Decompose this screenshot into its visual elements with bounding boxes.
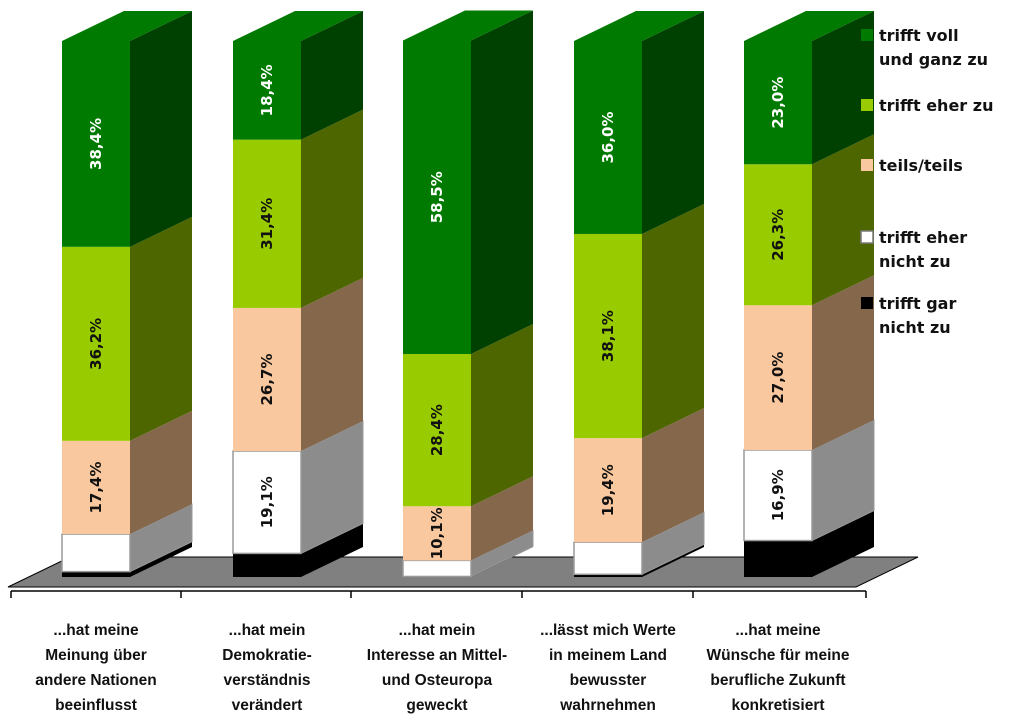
legend-swatch [861,297,873,309]
legend-label: teils/teils [879,156,963,175]
data-label: 28,4% [428,404,446,456]
legend-item: teils/teils [861,156,963,175]
data-label: 26,7% [258,353,276,405]
data-label: 18,4% [258,64,276,116]
data-label: 31,4% [258,198,276,250]
legend: trifft voll und ganz zu trifft eher zu teil… [861,26,993,337]
bar-segment [62,11,192,247]
legend-item: trifft eher nicht zu [861,228,967,271]
data-label: 19,1% [258,476,276,528]
legend-label: trifft gar nicht zu [879,294,956,337]
legend-swatch [861,231,873,243]
bar-segment-side [301,278,363,451]
bar-segment-side [471,324,533,506]
bar-segment [574,204,704,438]
legend-label: trifft voll und ganz zu [879,26,988,69]
bar-segment-side [642,11,704,234]
legend-label: trifft eher nicht zu [879,228,967,271]
data-label: 23,0% [769,77,787,129]
data-label: 19,4% [599,464,617,516]
data-label: 26,3% [769,209,787,261]
bar-segment [403,10,533,354]
data-label: 36,0% [599,111,617,163]
bar-segment-side [301,110,363,308]
bar-segment-side [471,10,533,354]
bar-segment-side [130,11,192,247]
bar-segment-front [574,542,642,574]
data-label: 38,4% [87,118,105,170]
data-label: 17,4% [87,461,105,513]
bar-segment-side [130,217,192,441]
bar-segment-front [233,553,301,577]
bar-segment [62,217,192,441]
bar-segment [574,11,704,234]
bars: 17,4% 36,2% 38,4% 19,1% 26,7% 31,4% 18,4% 10,1%… [62,10,874,577]
data-label: 27,0% [769,352,787,404]
legend-item: trifft eher zu [861,96,993,115]
category-label: ...hat meine Wünsche für meine berufliche … [707,622,850,714]
data-label: 16,9% [769,469,787,521]
legend-swatch [861,29,873,41]
legend-item: trifft gar nicht zu [861,294,956,337]
category-labels: ...hat meine Meinung über andere Nationen b… [35,622,850,714]
legend-item: trifft voll und ganz zu [861,26,988,69]
legend-swatch [861,159,873,171]
bar-segment-front [744,541,812,577]
x-axis [11,591,866,598]
data-label: 58,5% [428,171,446,223]
category-label: ...hat mein Interesse an Mittel-und Osteu… [367,622,507,714]
data-label: 38,1% [599,310,617,362]
data-label: 10,1% [428,507,446,559]
bar-segment-front [403,560,471,576]
bar-segment-side [642,204,704,438]
category-label: ...hat meine Meinung über andere Nationen b… [35,622,156,714]
legend-label: trifft eher zu [879,96,993,115]
legend-swatch [861,99,873,111]
category-label: ...hat mein Demokratie-verständnis verände… [222,622,312,714]
bar-segment-front [62,572,130,577]
category-label: ...lässt mich Werte in meinem Land bewusst… [540,622,676,714]
bar-segment-front [62,534,130,572]
data-label: 36,2% [87,318,105,370]
